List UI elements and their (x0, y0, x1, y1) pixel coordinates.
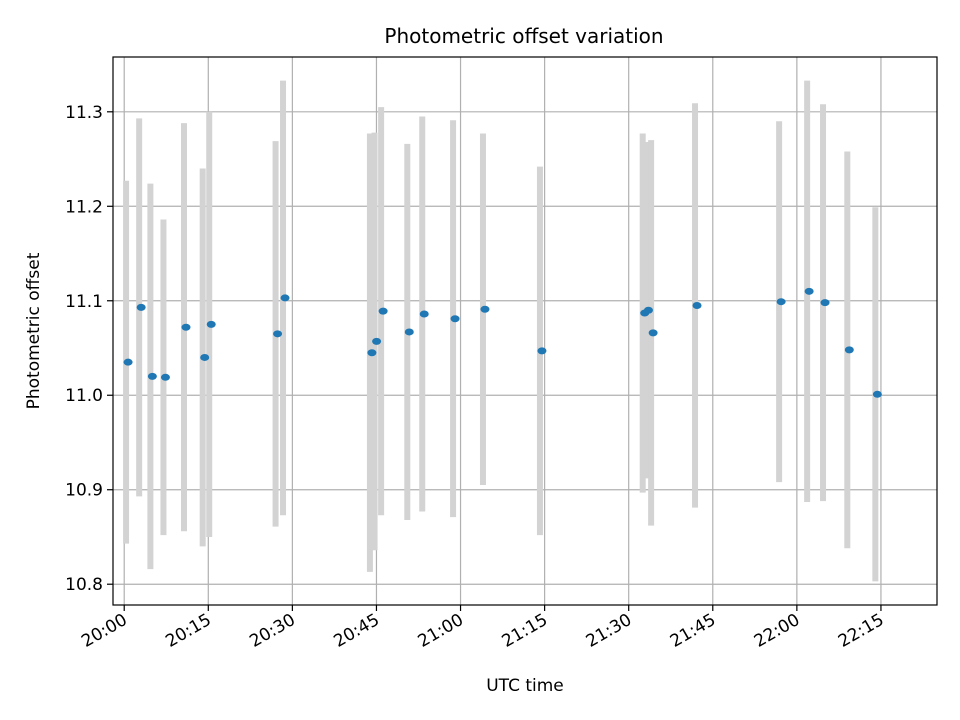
data-point (404, 328, 414, 336)
chart-title: Photometric offset variation (384, 24, 663, 48)
data-point (692, 301, 702, 309)
data-point (372, 337, 382, 345)
data-points (123, 287, 882, 398)
y-tick-label: 11.3 (65, 103, 103, 123)
data-point (480, 305, 490, 313)
data-point (537, 347, 547, 355)
data-point (648, 329, 658, 337)
data-point (872, 390, 882, 398)
data-point (147, 372, 157, 380)
y-axis-ticks: 10.8 10.9 11.0 11.1 11.2 11.3 (65, 103, 113, 595)
data-point (820, 299, 830, 307)
data-point (367, 349, 377, 357)
data-point (123, 358, 133, 366)
y-tick-label: 11.0 (65, 386, 103, 406)
y-axis-label: Photometric offset (24, 252, 44, 409)
data-point (643, 306, 653, 314)
data-point (200, 353, 210, 361)
data-point (776, 298, 786, 306)
data-point (160, 373, 170, 381)
plot-area-frame (112, 56, 938, 606)
y-tick-label: 11.2 (65, 197, 103, 217)
y-tick-label: 10.9 (65, 481, 103, 501)
data-point (419, 310, 429, 318)
data-point (181, 323, 191, 331)
data-point (450, 315, 460, 323)
data-point (136, 303, 146, 311)
x-axis-label: UTC time (486, 676, 564, 696)
data-point (378, 307, 388, 315)
data-point (273, 330, 283, 338)
grid (113, 57, 937, 605)
data-point (844, 346, 854, 354)
data-point (804, 287, 814, 295)
y-tick-label: 11.1 (65, 292, 103, 312)
y-tick-label: 10.8 (65, 575, 103, 595)
data-point (280, 294, 290, 302)
data-point (206, 320, 216, 328)
